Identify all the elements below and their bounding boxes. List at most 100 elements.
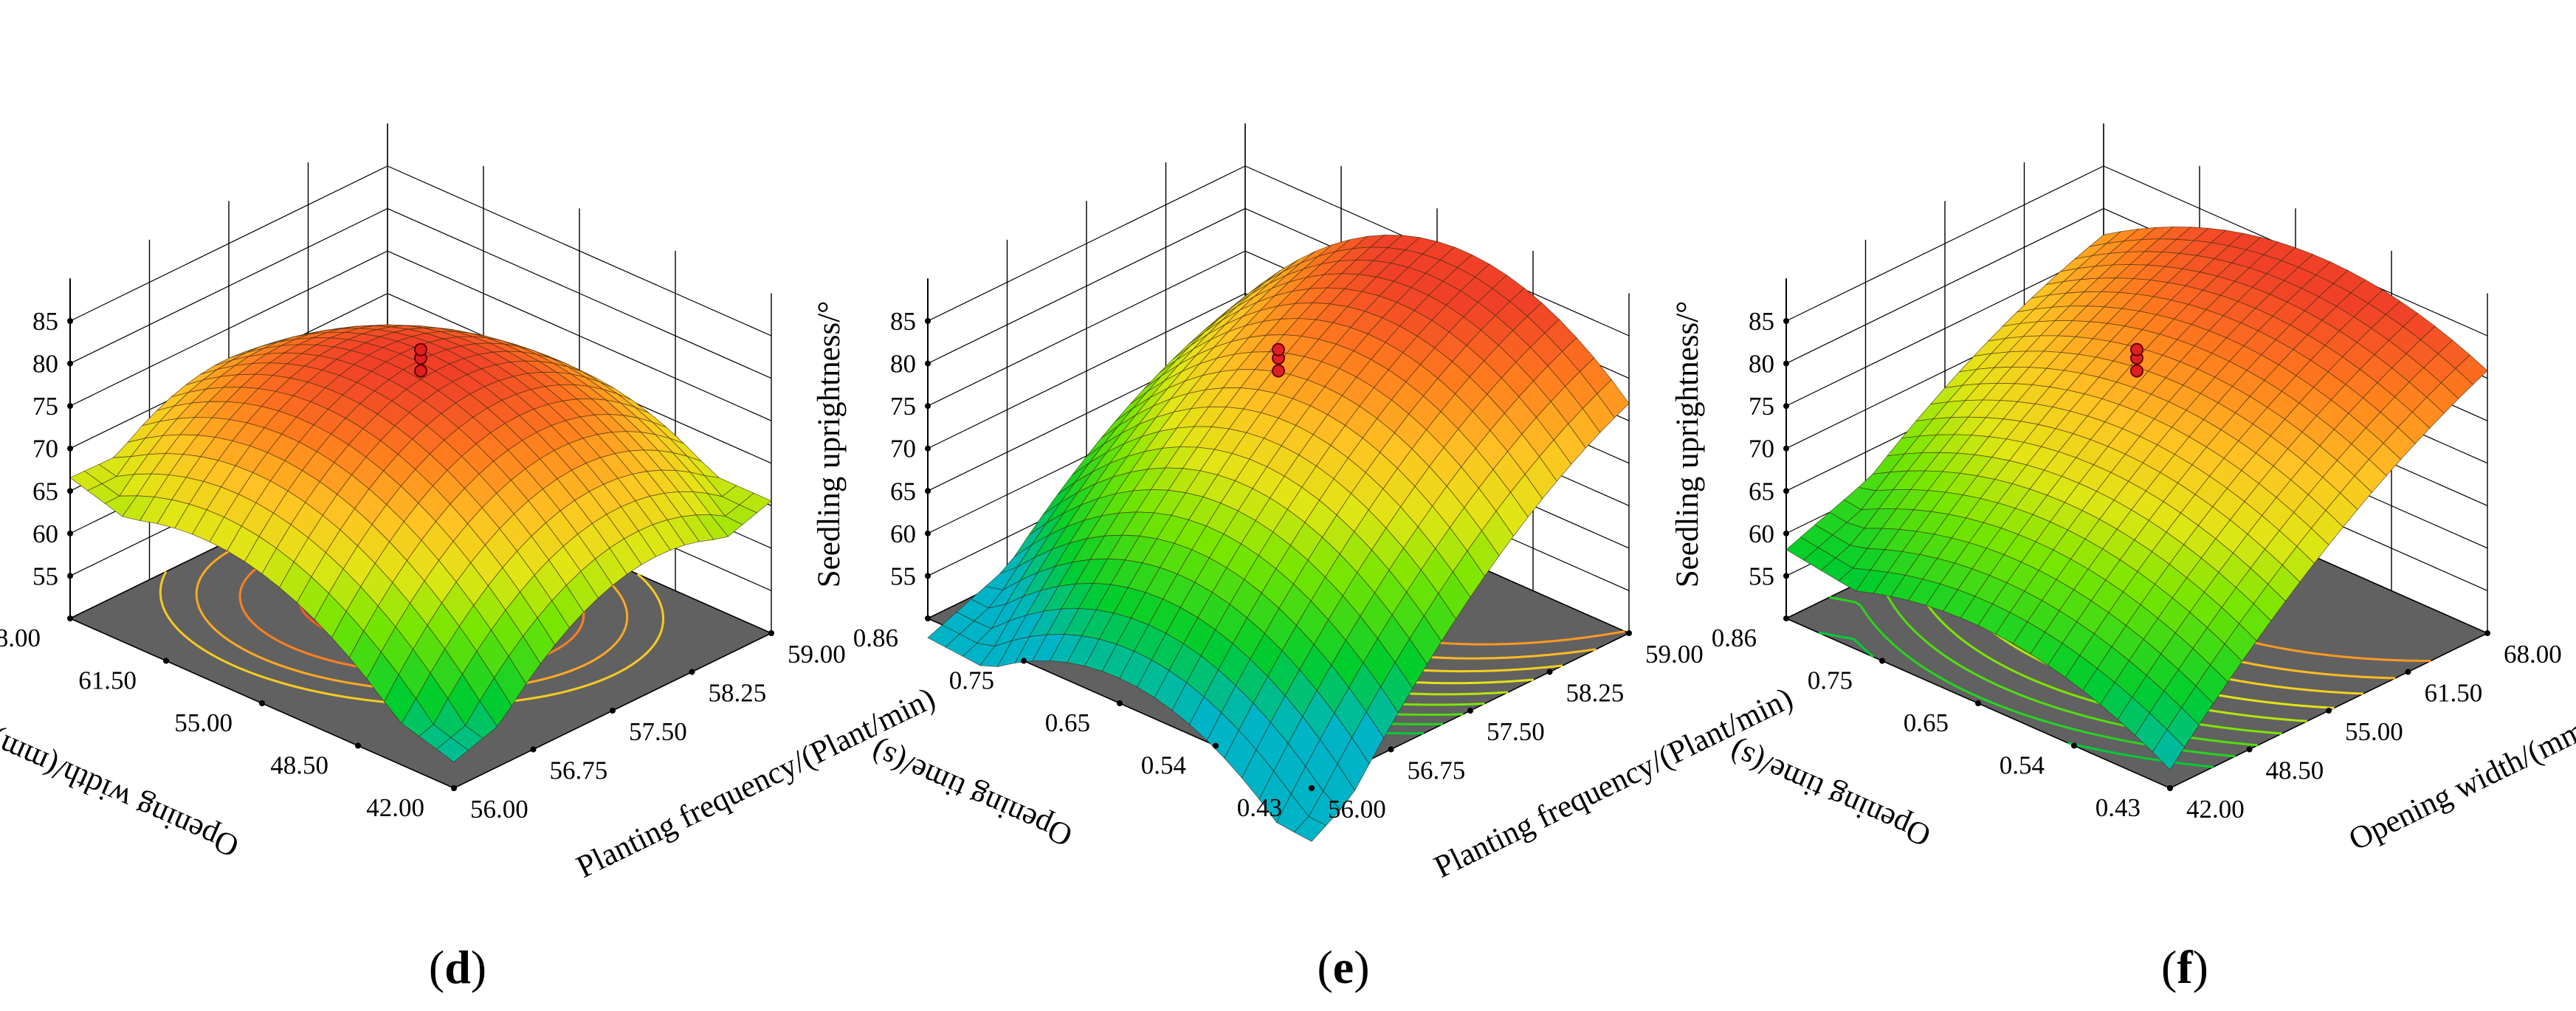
response-surface bbox=[927, 234, 1630, 842]
y-tick-mark bbox=[530, 746, 537, 753]
z-tick-mark bbox=[67, 573, 73, 579]
x-tick-label: 48.50 bbox=[270, 751, 328, 780]
x-tick-mark bbox=[2071, 742, 2077, 749]
response-surface bbox=[69, 324, 772, 763]
design-point bbox=[414, 342, 427, 356]
y-tick-mark bbox=[2167, 785, 2173, 791]
design-point bbox=[2130, 364, 2143, 378]
y-tick-mark bbox=[1388, 746, 1394, 753]
z-tick-label: 75 bbox=[32, 392, 58, 421]
z-tick-mark bbox=[67, 318, 73, 324]
z-tick-label: 55 bbox=[1749, 562, 1774, 590]
panel-label: (d) bbox=[429, 941, 486, 993]
z-tick-mark bbox=[67, 360, 73, 367]
panel-letter: e bbox=[1333, 941, 1354, 993]
z-tick-mark bbox=[925, 573, 931, 579]
wall-grid-line bbox=[1785, 165, 2104, 322]
wall-grid-line bbox=[387, 208, 772, 379]
x-tick-mark bbox=[355, 742, 361, 749]
z-tick-label: 85 bbox=[890, 307, 916, 336]
z-tick-label: 65 bbox=[1749, 477, 1774, 505]
z-tick-mark bbox=[1783, 488, 1789, 494]
wall-grid-line bbox=[69, 250, 388, 407]
y-tick-label: 57.50 bbox=[629, 717, 687, 746]
z-tick-mark bbox=[925, 403, 931, 410]
z-tick-mark bbox=[67, 488, 73, 494]
y-tick-label: 68.00 bbox=[2504, 640, 2562, 669]
x-tick-label: 0.54 bbox=[2000, 751, 2045, 780]
z-tick-label: 75 bbox=[1749, 392, 1774, 421]
y-tick-label: 61.50 bbox=[2425, 679, 2483, 708]
wall-grid-line bbox=[387, 250, 772, 421]
x-tick-mark bbox=[1975, 700, 1981, 706]
design-point bbox=[414, 364, 427, 378]
wall-grid-line bbox=[1785, 250, 2104, 407]
y-tick-label: 42.00 bbox=[2186, 795, 2245, 824]
y-axis-title: Planting frequency/(Plant/min) bbox=[571, 681, 940, 885]
y-tick-mark bbox=[2246, 746, 2253, 753]
wall-grid-line bbox=[927, 293, 1246, 449]
panel-label: (f) bbox=[2161, 941, 2208, 993]
x-tick-mark bbox=[1117, 700, 1123, 706]
response-surface bbox=[1785, 226, 2488, 770]
y-tick-label: 56.00 bbox=[1328, 795, 1386, 824]
z-tick-label: 65 bbox=[32, 477, 58, 505]
x-tick-label: 0.65 bbox=[1045, 708, 1090, 737]
y-tick-mark bbox=[1309, 785, 1315, 791]
x-tick-mark bbox=[67, 615, 73, 621]
x-axis-title: Opening time/(s) bbox=[866, 734, 1078, 853]
x-tick-mark bbox=[259, 700, 265, 706]
y-tick-mark bbox=[1467, 708, 1473, 714]
z-axis-title: Seedling uprightness/° bbox=[812, 301, 847, 588]
x-tick-label: 55.00 bbox=[174, 708, 233, 737]
y-tick-mark bbox=[610, 708, 616, 714]
z-tick-label: 55 bbox=[890, 562, 916, 590]
x-tick-label: 0.75 bbox=[949, 666, 994, 695]
x-tick-label: 42.00 bbox=[366, 793, 424, 822]
design-point bbox=[2130, 342, 2143, 356]
y-tick-label: 56.75 bbox=[1408, 756, 1466, 785]
z-tick-label: 85 bbox=[1749, 307, 1774, 336]
surface-patch bbox=[1293, 815, 1327, 842]
x-axis-title: Opening width/(mm) bbox=[0, 723, 244, 863]
z-tick-label: 70 bbox=[890, 435, 916, 463]
z-tick-mark bbox=[925, 360, 931, 367]
panel-e: 55 60 65 70 75 80 85 Seedling uprightness/° 0.43… bbox=[812, 123, 1798, 993]
z-tick-label: 80 bbox=[1749, 350, 1774, 379]
x-tick-label: 0.75 bbox=[1808, 666, 1853, 695]
surface-patch bbox=[2152, 729, 2186, 770]
y-tick-mark bbox=[768, 630, 774, 636]
z-tick-mark bbox=[925, 488, 931, 494]
wall-grid-line bbox=[69, 165, 388, 322]
y-tick-label: 58.25 bbox=[709, 679, 767, 708]
y-tick-label: 56.75 bbox=[550, 756, 608, 785]
panel-letter: f bbox=[2177, 941, 2193, 993]
y-tick-label: 58.25 bbox=[1566, 679, 1625, 708]
z-tick-label: 65 bbox=[890, 477, 916, 505]
y-tick-label: 59.00 bbox=[1645, 640, 1704, 669]
x-tick-mark bbox=[1879, 658, 1885, 664]
panel-label: (e) bbox=[1317, 941, 1369, 993]
x-tick-mark bbox=[163, 658, 169, 664]
x-axis-title: Opening time/(s) bbox=[1724, 734, 1936, 853]
x-tick-mark bbox=[925, 615, 931, 621]
z-tick-label: 70 bbox=[1749, 435, 1774, 463]
x-tick-mark bbox=[1783, 615, 1789, 621]
wall-grid-line bbox=[927, 165, 1246, 322]
panel-f: 55 60 65 70 75 80 85 Seedling uprightness/° 0.43… bbox=[1670, 123, 2576, 993]
z-tick-label: 60 bbox=[1749, 520, 1774, 548]
x-tick-label: 0.86 bbox=[853, 624, 898, 652]
y-tick-mark bbox=[2326, 708, 2332, 714]
y-tick-label: 57.50 bbox=[1487, 717, 1545, 746]
z-tick-label: 60 bbox=[890, 520, 916, 548]
surface-patch bbox=[435, 736, 469, 763]
z-tick-label: 85 bbox=[32, 307, 58, 336]
design-point bbox=[1272, 364, 1285, 378]
y-tick-label: 56.00 bbox=[470, 795, 528, 824]
z-tick-label: 80 bbox=[32, 350, 58, 379]
x-tick-label: 0.43 bbox=[2095, 793, 2141, 822]
